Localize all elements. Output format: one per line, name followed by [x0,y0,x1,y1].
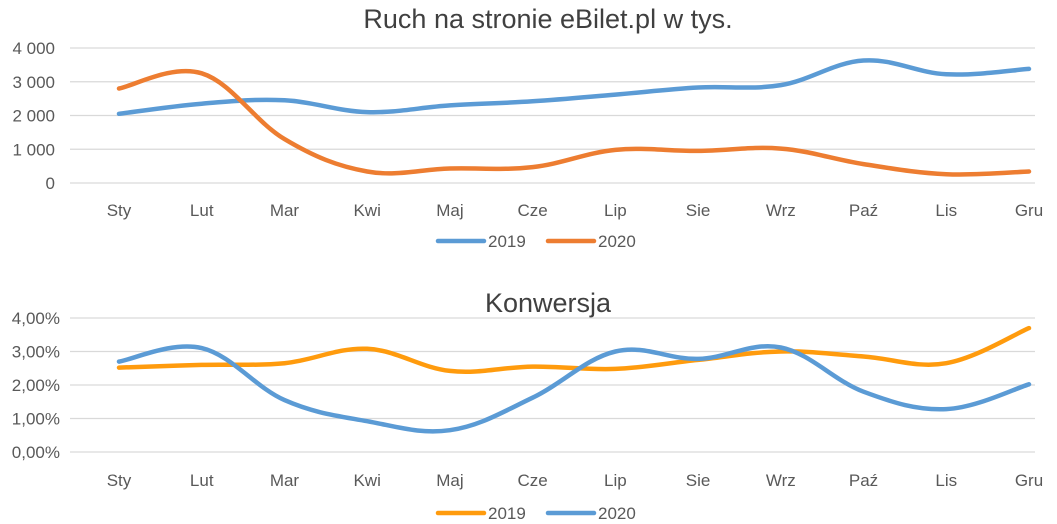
x-tick-label: Sie [686,201,711,220]
conversion-chart: Konwersja 0,00% 1,00% 2,00% 3,00% 4,00% Sty Lut… [12,288,1043,523]
x-tick-label: Lut [190,471,214,490]
x-tick-label: Mar [270,201,300,220]
series-line-2019 [116,325,1032,374]
legend-label: 2020 [598,232,636,251]
x-tick-label: Paź [849,471,878,490]
x-tick-label: Kwi [353,201,380,220]
x-tick-label: Lip [604,201,627,220]
x-tick-label: Wrz [766,201,796,220]
chart-title: Konwersja [485,288,612,318]
series-line-2020 [116,68,1032,177]
x-tick-label: Gru [1015,201,1043,220]
x-tick-label: Maj [436,471,463,490]
x-tick-label: Cze [518,201,548,220]
x-tick-label: Paź [849,201,878,220]
y-tick-label: 2,00% [12,376,60,395]
x-tick-label: Kwi [353,471,380,490]
y-tick-label: 0,00% [12,443,60,462]
y-tick-label: 2 000 [12,107,55,126]
legend-label: 2019 [488,232,526,251]
y-tick-label: 0 [46,174,55,193]
x-tick-label: Mar [270,471,300,490]
x-tick-label: Lut [190,201,214,220]
x-tick-label: Sie [686,471,711,490]
x-tick-label: Gru [1015,471,1043,490]
legend-label: 2020 [598,504,636,523]
x-tick-label: Cze [518,471,548,490]
chart-title: Ruch na stronie eBilet.pl w tys. [363,4,732,34]
y-tick-label: 1 000 [12,140,55,159]
x-tick-label: Maj [436,201,463,220]
x-tick-label: Lip [604,471,627,490]
x-tick-label: Lis [935,201,957,220]
y-tick-label: 4,00% [12,309,60,328]
y-tick-label: 3 000 [12,73,55,92]
y-tick-label: 4 000 [12,39,55,58]
x-tick-label: Sty [107,201,132,220]
series-line-2019 [116,58,1032,117]
x-tick-label: Sty [107,471,132,490]
y-tick-label: 3,00% [12,343,60,362]
legend-label: 2019 [488,504,526,523]
series-line-2020 [116,344,1032,434]
x-tick-label: Wrz [766,471,796,490]
traffic-chart: Ruch na stronie eBilet.pl w tys. 0 1 000 2 … [12,4,1043,251]
y-tick-label: 1,00% [12,410,60,429]
x-tick-label: Lis [935,471,957,490]
